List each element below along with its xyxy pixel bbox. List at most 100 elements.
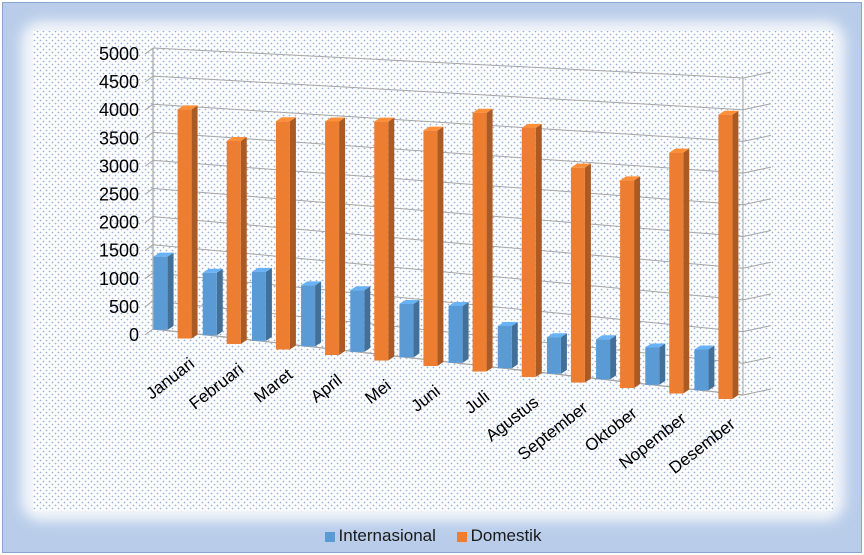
bar-front bbox=[153, 256, 168, 330]
bar-front bbox=[374, 121, 389, 361]
bar-side bbox=[240, 137, 247, 345]
gridline-depth bbox=[742, 325, 772, 333]
bar-domestik[interactable] bbox=[226, 137, 247, 345]
chart-svg: 0 500 1000 1500 2000 2500 3000 3500 4000 4500 5000… bbox=[21, 21, 845, 521]
bar-front bbox=[620, 180, 635, 389]
y-tick-label: 5000 bbox=[99, 44, 139, 64]
bar-side bbox=[659, 343, 666, 385]
bar-internasional[interactable] bbox=[596, 335, 617, 380]
bar-side bbox=[732, 110, 739, 400]
y-tick-label: 1500 bbox=[99, 241, 139, 261]
bar-internasional[interactable] bbox=[497, 322, 518, 369]
bar-domestik[interactable] bbox=[669, 148, 690, 394]
bar-internasional[interactable] bbox=[301, 281, 322, 347]
bar-side bbox=[584, 163, 591, 383]
bar-front bbox=[718, 114, 733, 400]
gridline bbox=[152, 131, 744, 174]
bar-top bbox=[620, 176, 641, 181]
bar-front bbox=[694, 349, 709, 391]
bar-front bbox=[472, 112, 487, 372]
gridline-depth bbox=[742, 103, 772, 111]
bar-side bbox=[610, 335, 617, 380]
gridline-wall bbox=[144, 131, 154, 139]
gridline-depth bbox=[742, 71, 772, 79]
bar-front bbox=[596, 339, 611, 380]
bar-side bbox=[167, 252, 174, 330]
legend-label-internasional: Internasional bbox=[338, 526, 436, 545]
bar-front bbox=[669, 152, 684, 394]
y-tick-label: 4000 bbox=[99, 100, 139, 120]
legend-item-domestik[interactable]: Domestik bbox=[456, 526, 541, 546]
bar-internasional[interactable] bbox=[202, 268, 223, 336]
bar-front bbox=[645, 347, 660, 385]
bar-front bbox=[325, 121, 340, 356]
bar-front bbox=[226, 141, 241, 345]
y-tick-label: 2500 bbox=[99, 185, 139, 205]
gridline bbox=[152, 216, 744, 269]
bar-front bbox=[497, 326, 512, 369]
bar-front bbox=[521, 127, 536, 378]
bar-side bbox=[560, 333, 567, 374]
bar-top bbox=[350, 286, 371, 291]
bar-top bbox=[374, 117, 395, 122]
gridline-wall bbox=[144, 300, 154, 308]
bar-top bbox=[423, 126, 444, 131]
bar-top bbox=[472, 108, 493, 113]
bar-top bbox=[325, 117, 346, 122]
bar-internasional[interactable] bbox=[694, 345, 715, 391]
bar-top bbox=[399, 299, 420, 304]
bar-top bbox=[669, 148, 690, 153]
bar-internasional[interactable] bbox=[645, 343, 666, 385]
gridline-wall bbox=[144, 47, 154, 55]
bar-domestik[interactable] bbox=[374, 117, 395, 361]
bar-top bbox=[448, 301, 469, 306]
bar-top bbox=[202, 268, 223, 273]
bar-side bbox=[535, 123, 542, 378]
bar-side bbox=[462, 301, 469, 363]
bar-side bbox=[413, 299, 420, 358]
bar-internasional[interactable] bbox=[350, 286, 371, 352]
bar-domestik[interactable] bbox=[325, 117, 346, 356]
legend-swatch-internasional bbox=[324, 532, 335, 542]
legend-item-internasional[interactable]: Internasional bbox=[324, 526, 436, 546]
bar-front bbox=[448, 305, 463, 363]
bar-domestik[interactable] bbox=[521, 123, 542, 378]
bar-domestik[interactable] bbox=[620, 176, 641, 389]
bar-domestik[interactable] bbox=[177, 105, 198, 339]
bar-front bbox=[301, 285, 316, 347]
bar-domestik[interactable] bbox=[423, 126, 444, 367]
bar-front bbox=[177, 109, 192, 339]
gridline-wall bbox=[144, 188, 154, 195]
gridline-wall bbox=[144, 272, 154, 280]
bar-internasional[interactable] bbox=[153, 252, 174, 330]
gridline-depth bbox=[742, 230, 772, 237]
legend-swatch-domestik bbox=[456, 532, 467, 542]
bar-top bbox=[177, 105, 198, 110]
gridline bbox=[152, 272, 744, 333]
bar-top bbox=[521, 123, 542, 128]
bar-front bbox=[350, 290, 365, 352]
bar-top bbox=[275, 117, 296, 122]
bar-top bbox=[718, 110, 739, 115]
bar-internasional[interactable] bbox=[448, 301, 469, 363]
bar-domestik[interactable] bbox=[718, 110, 739, 400]
bar-internasional[interactable] bbox=[399, 299, 420, 358]
bar-internasional[interactable] bbox=[251, 267, 272, 341]
x-axis-line bbox=[152, 328, 744, 396]
gridline bbox=[152, 244, 744, 301]
bar-side bbox=[364, 286, 371, 352]
bar-top bbox=[694, 345, 715, 350]
bar-side bbox=[315, 281, 322, 347]
bar-side bbox=[634, 176, 641, 389]
bar-domestik[interactable] bbox=[472, 108, 493, 372]
bars bbox=[153, 105, 739, 400]
bar-domestik[interactable] bbox=[275, 117, 296, 350]
bar-internasional[interactable] bbox=[546, 333, 567, 374]
bar-side bbox=[289, 117, 296, 350]
y-axis: 0 500 1000 1500 2000 2500 3000 3500 4000 4500 5000 bbox=[99, 44, 139, 345]
gridline-depth bbox=[742, 356, 772, 364]
bar-side bbox=[708, 345, 715, 391]
bar-front bbox=[546, 337, 561, 374]
bar-domestik[interactable] bbox=[570, 163, 591, 383]
